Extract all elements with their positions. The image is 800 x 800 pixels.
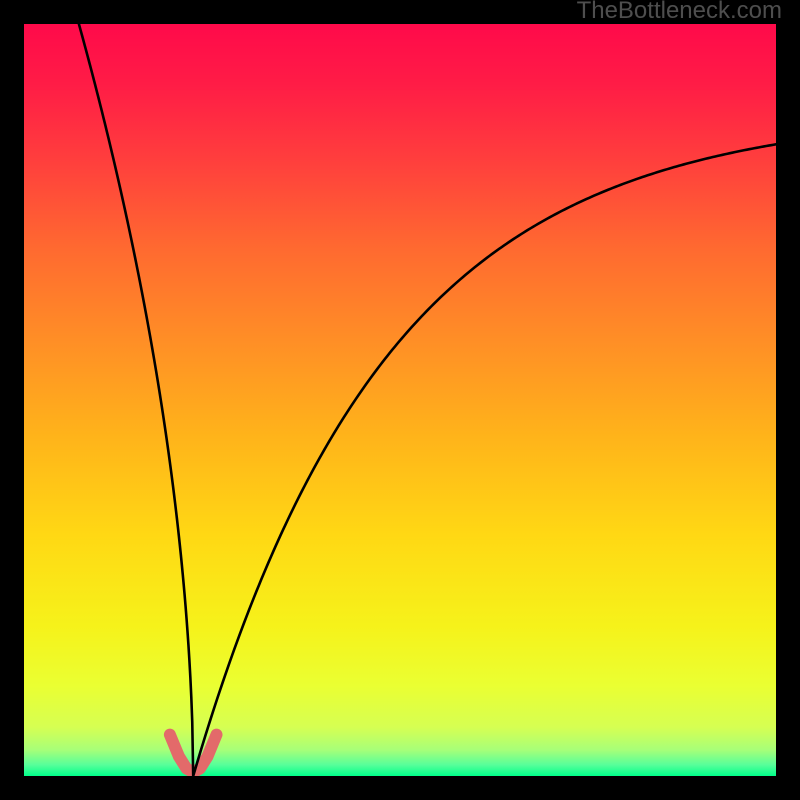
chart-frame — [22, 22, 778, 778]
bottleneck-curve — [79, 24, 776, 776]
curve-overlay — [24, 24, 776, 776]
plot-area — [24, 24, 776, 776]
attribution-text: TheBottleneck.com — [577, 0, 782, 25]
